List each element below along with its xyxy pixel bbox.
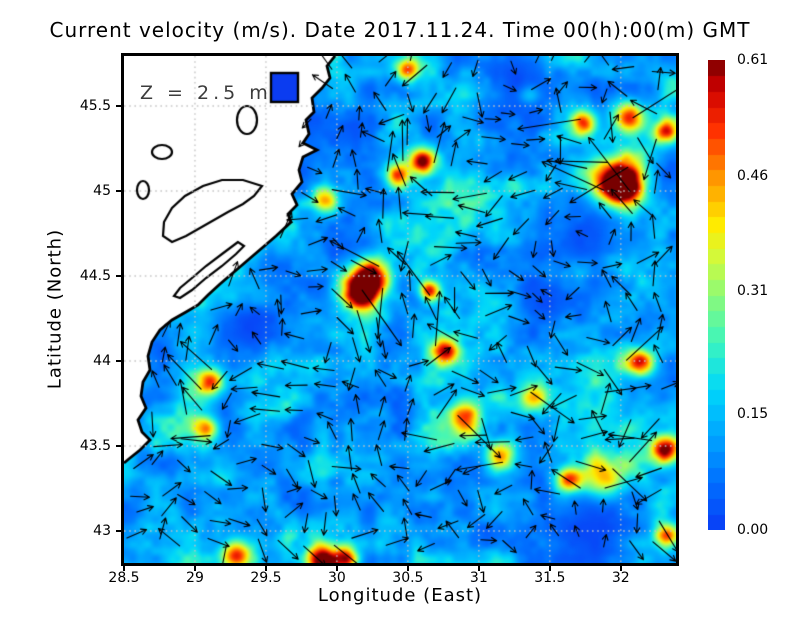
colorbar-tick-label: 0.46 bbox=[737, 167, 769, 184]
plot-title: Current velocity (m/s). Date 2017.11.24.… bbox=[49, 18, 751, 42]
y-tick-mark bbox=[116, 104, 121, 107]
map-plot: Z = 2.5 m 28.5 29 29.5 30 30.5 31 31.5 32 43 43.… bbox=[80, 53, 679, 586]
x-tick-label: 28.5 bbox=[108, 570, 140, 586]
y-tick-mark bbox=[116, 189, 121, 192]
y-tick-mark bbox=[116, 445, 121, 448]
x-tick-label: 30.5 bbox=[392, 570, 424, 586]
y-tick-label: 45 bbox=[93, 182, 111, 199]
x-tick-mark bbox=[619, 566, 622, 571]
x-tick-mark bbox=[548, 566, 551, 571]
depth-annotation: Z = 2.5 m bbox=[140, 82, 272, 104]
x-tick-mark bbox=[406, 566, 409, 571]
colorbar-tick-label: 0.31 bbox=[737, 283, 769, 300]
x-tick-mark bbox=[477, 566, 480, 571]
colorbar: 0.61 0.46 0.31 0.15 0.00 bbox=[708, 52, 768, 538]
y-tick-label: 43 bbox=[93, 523, 111, 540]
y-tick-label: 45.5 bbox=[79, 97, 111, 114]
colorbar-tick-label: 0.61 bbox=[737, 52, 769, 68]
velocity-field-canvas bbox=[124, 56, 676, 563]
y-axis-label: Latitude (North) bbox=[44, 228, 66, 390]
x-tick-mark bbox=[264, 566, 267, 571]
x-tick-label: 29.5 bbox=[250, 570, 282, 586]
colorbar-tick-label: 0.15 bbox=[737, 406, 769, 423]
colorbar-tick-label: 0.00 bbox=[737, 522, 769, 538]
y-tick-label: 44.5 bbox=[79, 268, 111, 284]
y-tick-mark bbox=[116, 360, 121, 363]
y-tick-mark bbox=[116, 530, 121, 533]
colorbar-gradient bbox=[708, 60, 725, 530]
x-tick-label: 32 bbox=[611, 570, 630, 586]
x-tick-label: 29 bbox=[186, 570, 204, 586]
x-axis-label: Longitude (East) bbox=[317, 585, 483, 606]
x-tick-mark bbox=[193, 566, 196, 571]
x-tick-label: 31.5 bbox=[534, 570, 566, 586]
x-tick-label: 30 bbox=[327, 570, 346, 586]
x-tick-mark bbox=[335, 566, 338, 571]
x-tick-label: 31 bbox=[469, 570, 488, 586]
y-tick-label: 43.5 bbox=[79, 438, 111, 455]
x-tick-mark bbox=[123, 566, 125, 571]
y-tick-mark bbox=[116, 275, 121, 277]
y-tick-label: 44 bbox=[93, 353, 111, 370]
